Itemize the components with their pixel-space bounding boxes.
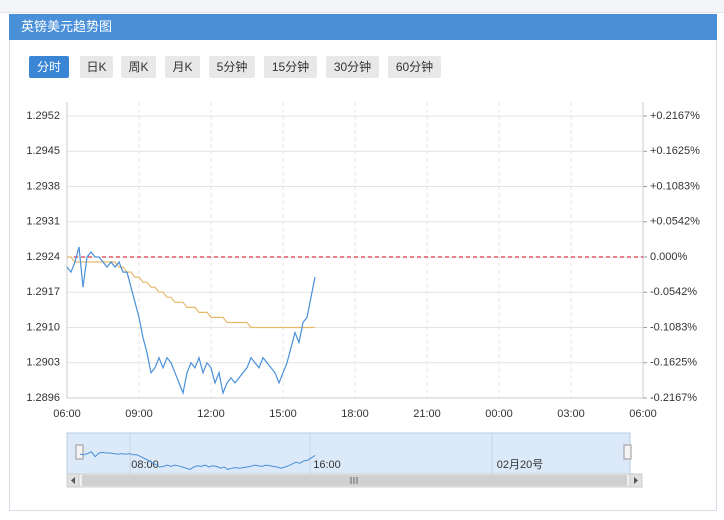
- y2-tick-label: +0.1625%: [650, 145, 700, 157]
- tab[interactable]: 月K: [165, 56, 200, 78]
- navigator-label: 16:00: [313, 459, 341, 471]
- tab[interactable]: 日K: [80, 56, 113, 78]
- header-bar: 英镑美元趋势图: [9, 14, 717, 40]
- y-tick-label: 1.2931: [26, 216, 60, 228]
- x-tick-label: 00:00: [485, 408, 513, 420]
- y-tick-label: 1.2903: [26, 357, 60, 369]
- x-tick-label: 18:00: [341, 408, 369, 420]
- x-tick-label: 21:00: [413, 408, 441, 420]
- x-tick-label: 12:00: [197, 408, 225, 420]
- y-tick-label: 1.2924: [26, 251, 60, 263]
- navigator-line: [79, 451, 316, 470]
- y2-tick-label: -0.0542%: [650, 286, 697, 298]
- tab[interactable]: 60分钟: [388, 56, 441, 78]
- tab[interactable]: 5分钟: [209, 56, 255, 78]
- y-tick-label: 1.2896: [26, 392, 60, 404]
- x-tick-label: 06:00: [629, 408, 657, 420]
- y2-tick-label: +0.1083%: [650, 180, 700, 192]
- tab[interactable]: 15分钟: [264, 56, 317, 78]
- arrow-icon: [634, 477, 638, 484]
- x-tick-label: 09:00: [125, 408, 153, 420]
- grip-icon: [350, 477, 358, 484]
- x-tick-label: 15:00: [269, 408, 297, 420]
- y-tick-label: 1.2952: [26, 110, 60, 122]
- y-tick-label: 1.2910: [26, 321, 60, 333]
- y-tick-label: 1.2938: [26, 180, 60, 192]
- y2-tick-label: 0.000%: [650, 251, 688, 263]
- navigator-label: 08:00: [131, 459, 159, 471]
- price-line: [66, 246, 316, 396]
- arrow-icon: [71, 477, 75, 484]
- header-title: 英镑美元趋势图: [21, 19, 113, 34]
- y2-tick-label: -0.2167%: [650, 392, 697, 404]
- y2-tick-label: -0.1083%: [650, 321, 697, 333]
- tab[interactable]: 周K: [121, 56, 156, 78]
- y2-tick-label: -0.1625%: [650, 357, 697, 369]
- y2-tick-label: +0.2167%: [650, 110, 700, 122]
- y-tick-label: 1.2917: [26, 286, 60, 298]
- navigator-label: 02月20号: [497, 458, 543, 471]
- x-tick-label: 03:00: [557, 408, 585, 420]
- y2-tick-label: +0.0542%: [650, 216, 700, 228]
- top-strip: [0, 0, 724, 13]
- x-tick-label: 06:00: [53, 408, 81, 420]
- tab[interactable]: 分时: [29, 56, 69, 78]
- navigator-handle[interactable]: [623, 444, 632, 460]
- price-line: [67, 256, 315, 329]
- navigator-handle[interactable]: [75, 444, 84, 460]
- y-tick-label: 1.2945: [26, 145, 60, 157]
- tab[interactable]: 30分钟: [326, 56, 379, 78]
